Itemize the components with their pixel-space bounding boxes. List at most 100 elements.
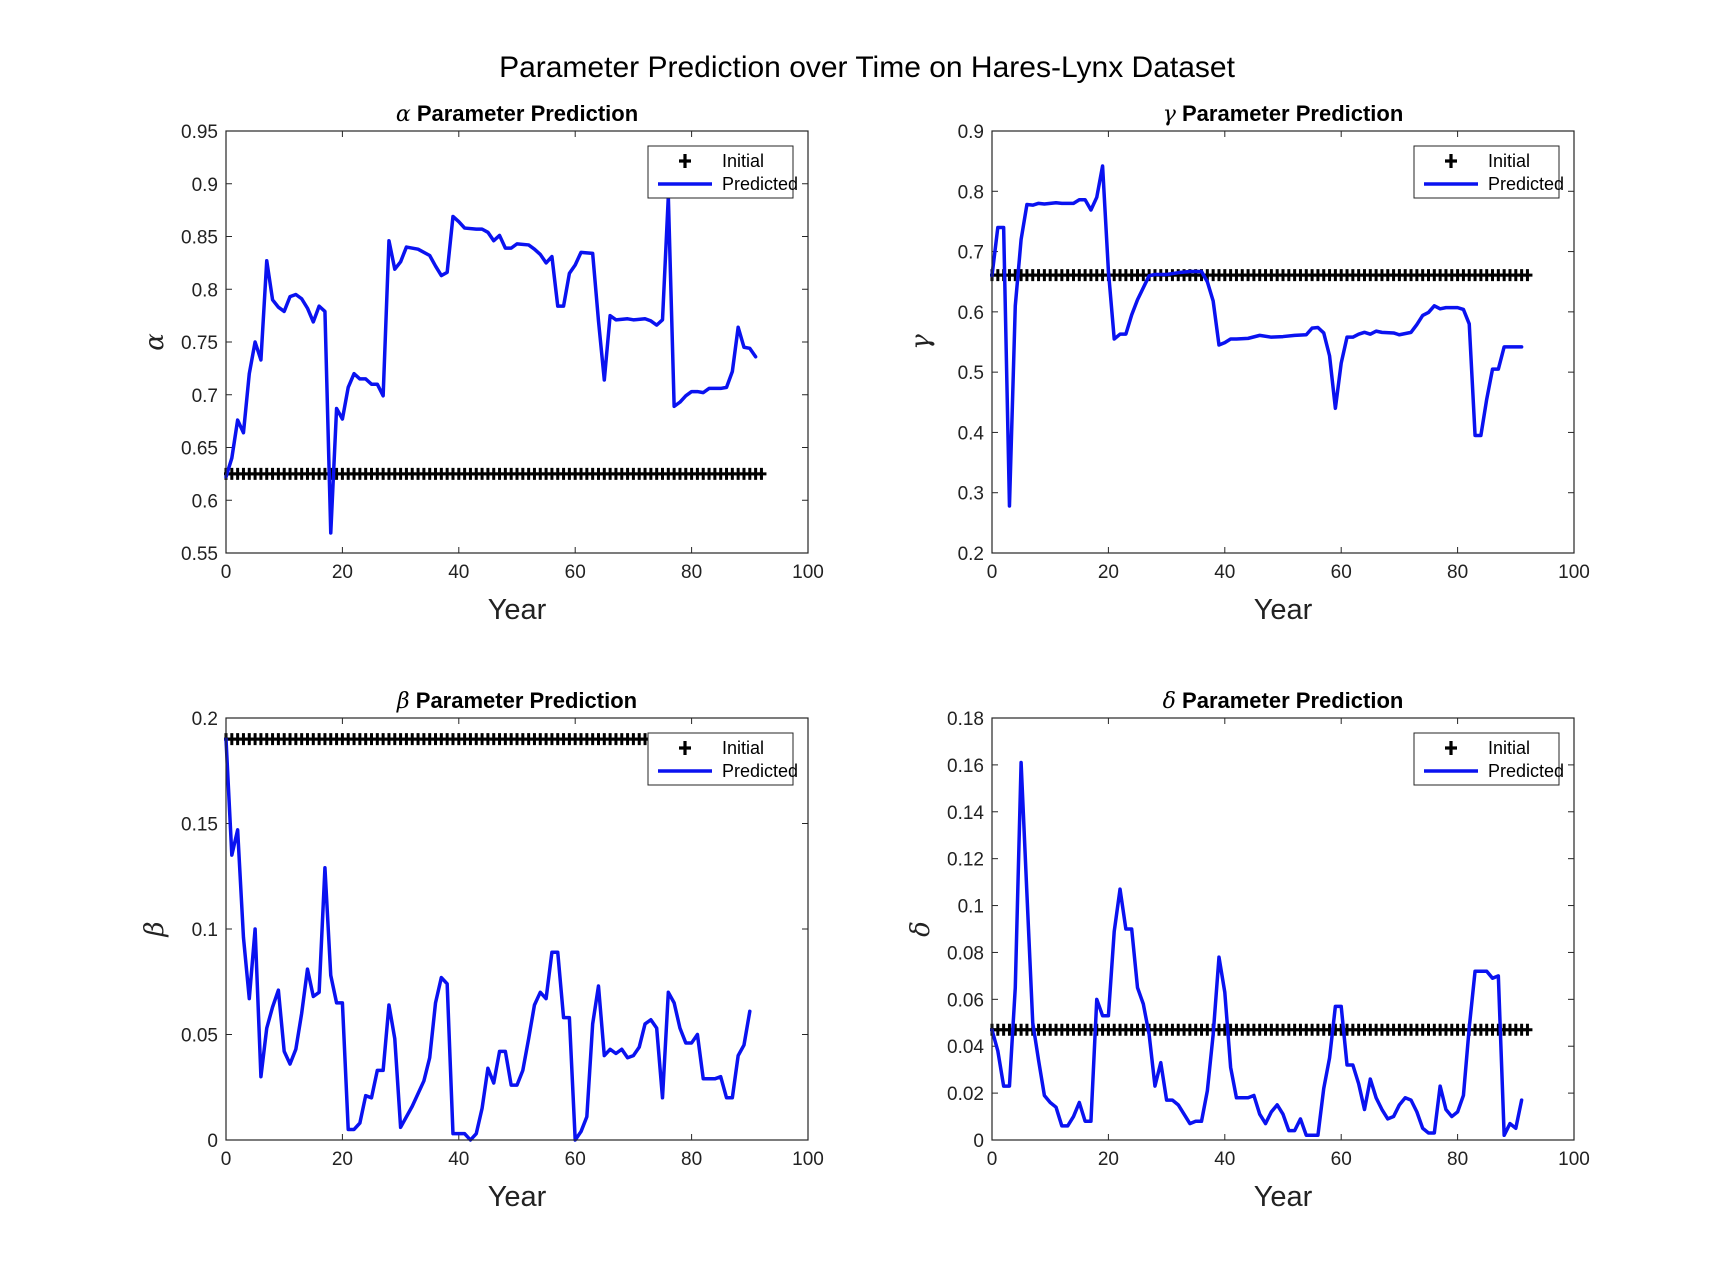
chart-panel-3: β Parameter Prediction 0 20 40 60 80 100 0 0.05 0… bbox=[140, 688, 824, 1213]
legend-box bbox=[647, 732, 794, 786]
legend-initial-marker bbox=[1445, 154, 1457, 168]
y-tick-label: 0.16 bbox=[947, 756, 984, 777]
y-tick-label: 0.3 bbox=[958, 484, 984, 505]
y-tick-label: 0.7 bbox=[192, 386, 218, 407]
chart-panel-2: γ Parameter Prediction 0 20 40 60 80 100 0.2 0.3… bbox=[906, 101, 1590, 626]
legend-label-initial: Initial bbox=[722, 738, 764, 758]
x-tick-label: 60 bbox=[1331, 562, 1352, 583]
y-tick-label: 0.04 bbox=[947, 1037, 984, 1058]
legend-box bbox=[647, 145, 794, 199]
x-tick-label: 80 bbox=[681, 1149, 702, 1170]
x-tick-label: 0 bbox=[987, 562, 998, 583]
x-tick-label: 100 bbox=[792, 562, 824, 583]
y-tick-label: 0.65 bbox=[181, 439, 218, 460]
y-axis-label: β bbox=[140, 921, 170, 937]
figure-title: Parameter Prediction over Time on Hares-… bbox=[499, 51, 1236, 84]
y-tick-label: 0 bbox=[973, 1131, 984, 1152]
y-tick-label: 0.2 bbox=[958, 544, 984, 565]
axes-box bbox=[991, 717, 1575, 1141]
y-tick-label: 0.02 bbox=[947, 1084, 984, 1105]
x-tick-label: 40 bbox=[1214, 562, 1235, 583]
y-tick-label: 0.55 bbox=[181, 544, 218, 565]
initial-marker bbox=[756, 467, 767, 480]
axes-title: γ Parameter Prediction bbox=[1163, 101, 1404, 127]
axes-title-symbol: γ bbox=[1163, 102, 1177, 127]
axes-box bbox=[991, 130, 1575, 554]
y-tick-label: 0.95 bbox=[181, 122, 218, 143]
y-axis-label: δ bbox=[906, 921, 936, 937]
x-tick-label: 40 bbox=[448, 1149, 469, 1170]
series-group bbox=[224, 194, 767, 535]
axes-box bbox=[225, 130, 809, 554]
x-axis-label: Year bbox=[488, 594, 547, 626]
plot-area bbox=[992, 131, 1574, 553]
chart-panel-1: α Parameter Prediction 0 20 40 60 80 100 0.55 0.… bbox=[140, 101, 824, 626]
y-tick-label: 0.6 bbox=[192, 491, 218, 512]
y-tick-label: 0.6 bbox=[958, 303, 984, 324]
x-tick-label: 100 bbox=[1558, 1149, 1590, 1170]
series-initial bbox=[990, 269, 1533, 282]
initial-marker bbox=[1522, 269, 1533, 282]
series-predicted-line bbox=[990, 164, 1524, 508]
y-tick-label: 0.75 bbox=[181, 333, 218, 354]
x-tick-label: 0 bbox=[221, 562, 232, 583]
x-axis-label: Year bbox=[1254, 594, 1313, 626]
legend-label-predicted: Predicted bbox=[722, 174, 798, 194]
legend-initial-marker bbox=[1445, 741, 1457, 755]
axes-title-symbol: β bbox=[396, 689, 410, 714]
chart-panel-4: δ Parameter Prediction 0 20 40 60 80 100 0 0.02 0… bbox=[906, 688, 1590, 1213]
y-tick-label: 0 bbox=[207, 1131, 218, 1152]
x-tick-label: 20 bbox=[332, 1149, 353, 1170]
legend-label-initial: Initial bbox=[1488, 738, 1530, 758]
y-tick-label: 0.12 bbox=[947, 850, 984, 871]
legend-label-initial: Initial bbox=[722, 151, 764, 171]
legend-box bbox=[1413, 145, 1560, 199]
legend: Initial Predicted bbox=[647, 732, 798, 786]
y-tick-label: 0.15 bbox=[181, 815, 218, 836]
axes-title-symbol: α bbox=[396, 102, 411, 127]
x-axis-label: Year bbox=[1254, 1181, 1313, 1213]
plot-area bbox=[992, 718, 1574, 1140]
legend-label-initial: Initial bbox=[1488, 151, 1530, 171]
y-axis-label: α bbox=[140, 333, 170, 351]
y-tick-label: 0.9 bbox=[192, 175, 218, 196]
series-initial bbox=[990, 1023, 1533, 1036]
axes-box bbox=[225, 717, 809, 1141]
y-axis-label: γ bbox=[906, 334, 936, 350]
plot-area bbox=[226, 131, 808, 553]
legend-initial-marker bbox=[679, 741, 691, 755]
x-tick-label: 80 bbox=[1447, 1149, 1468, 1170]
y-tick-label: 0.5 bbox=[958, 363, 984, 384]
axes-title-label: Parameter Prediction bbox=[417, 101, 638, 126]
x-tick-label: 20 bbox=[1098, 562, 1119, 583]
y-tick-label: 0.18 bbox=[947, 709, 984, 730]
axes-title-label: Parameter Prediction bbox=[416, 688, 637, 713]
y-tick-label: 0.1 bbox=[192, 920, 218, 941]
x-tick-label: 40 bbox=[448, 562, 469, 583]
x-tick-label: 20 bbox=[332, 562, 353, 583]
legend-label-predicted: Predicted bbox=[722, 761, 798, 781]
x-tick-label: 60 bbox=[1331, 1149, 1352, 1170]
axes-title-label: Parameter Prediction bbox=[1182, 101, 1403, 126]
axes-title: δ Parameter Prediction bbox=[1163, 688, 1404, 714]
axes-title-label: Parameter Prediction bbox=[1182, 688, 1403, 713]
y-tick-label: 0.08 bbox=[947, 943, 984, 964]
x-tick-label: 100 bbox=[1558, 562, 1590, 583]
initial-marker bbox=[1522, 1023, 1533, 1036]
x-tick-label: 100 bbox=[792, 1149, 824, 1170]
x-axis-label: Year bbox=[488, 1181, 547, 1213]
legend-box bbox=[1413, 732, 1560, 786]
axes-title: α Parameter Prediction bbox=[396, 101, 638, 127]
x-tick-label: 60 bbox=[565, 1149, 586, 1170]
series-predicted-line bbox=[224, 194, 758, 535]
x-tick-label: 40 bbox=[1214, 1149, 1235, 1170]
x-tick-label: 0 bbox=[987, 1149, 998, 1170]
y-tick-label: 0.05 bbox=[181, 1026, 218, 1047]
axes-title: β Parameter Prediction bbox=[396, 688, 637, 714]
y-tick-label: 0.85 bbox=[181, 228, 218, 249]
y-tick-label: 0.4 bbox=[958, 423, 985, 444]
legend: Initial Predicted bbox=[1413, 732, 1564, 786]
legend: Initial Predicted bbox=[1413, 145, 1564, 199]
legend-initial-marker bbox=[679, 154, 691, 168]
